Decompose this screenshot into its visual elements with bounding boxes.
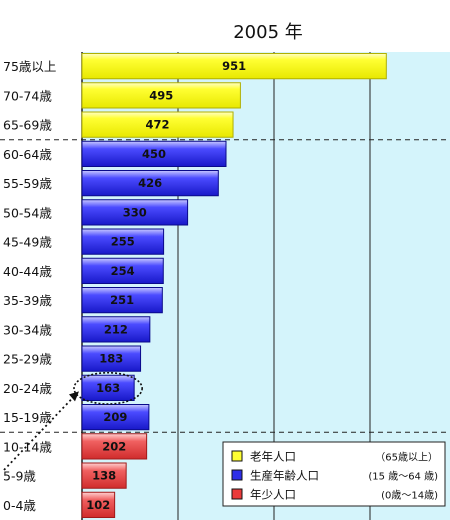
legend-note: (15 歳〜64 歳): [368, 471, 438, 483]
category-label: 30-34歳: [3, 322, 52, 337]
value-label: 102: [86, 498, 110, 512]
bar-65-69歳: [81, 111, 234, 138]
category-label: 10-14歳: [3, 439, 52, 454]
legend-label: 年少人口: [250, 488, 296, 502]
value-label: 450: [142, 147, 166, 161]
bar-35-39歳: [81, 287, 163, 314]
category-label: 70-74歳: [3, 88, 52, 103]
category-label: 50-54歳: [3, 205, 52, 220]
category-label: 45-49歳: [3, 235, 52, 250]
bar-10-14歳: [81, 433, 148, 460]
value-label: 209: [103, 410, 127, 424]
legend-box: [222, 441, 446, 507]
legend-swatch-elderly: [231, 450, 243, 462]
bar-70-74歳: [81, 82, 241, 109]
value-label: 951: [222, 59, 246, 73]
category-label: 15-19歳: [3, 410, 52, 425]
bar-20-24歳: [81, 374, 135, 401]
category-label: 0-4歳: [3, 498, 36, 513]
value-label: 472: [146, 118, 170, 132]
legend-label: 生産年齢人口: [250, 469, 319, 483]
legend-note: （65歳以上）: [375, 452, 438, 464]
bar-40-44歳: [81, 257, 164, 284]
chart-title: 2005 年: [233, 22, 303, 43]
category-label: 5-9歳: [3, 469, 36, 484]
value-label: 255: [111, 235, 135, 249]
value-label: 138: [92, 469, 116, 483]
arrow-head: [69, 391, 79, 402]
category-label: 25-29歳: [3, 352, 52, 367]
bar-30-34歳: [81, 316, 151, 343]
bar-25-29歳: [81, 345, 142, 372]
legend-swatch-young: [231, 488, 243, 500]
legend-label: 老年人口: [250, 450, 296, 464]
bar-0-4歳: [81, 491, 116, 518]
value-label: 254: [111, 264, 135, 278]
value-label: 330: [123, 205, 147, 219]
bar-15-19歳: [81, 404, 150, 431]
value-label: 426: [138, 176, 162, 190]
value-label: 183: [99, 352, 123, 366]
legend-swatch-working: [231, 469, 243, 481]
category-label: 55-59歳: [3, 176, 52, 191]
value-label: 212: [104, 322, 128, 336]
bar-5-9歳: [81, 462, 127, 489]
bar-60-64歳: [81, 140, 227, 167]
category-label: 35-39歳: [3, 293, 52, 308]
highlight-ellipse: [73, 371, 143, 405]
bar-50-54歳: [81, 199, 189, 226]
category-label: 20-24歳: [3, 381, 52, 396]
value-label: 163: [96, 381, 120, 395]
category-label: 40-44歳: [3, 264, 52, 279]
category-label: 65-69歳: [3, 118, 52, 133]
legend-note: (0歳〜14歳): [381, 490, 438, 502]
category-label: 60-64歳: [3, 147, 52, 162]
bar-45-49歳: [81, 228, 165, 255]
value-label: 251: [110, 293, 134, 307]
value-label: 495: [149, 88, 173, 102]
bar-55-59歳: [81, 170, 219, 197]
value-label: 202: [102, 439, 126, 453]
category-label: 75歳以上: [3, 59, 56, 74]
bar-75歳以上: [81, 53, 387, 80]
